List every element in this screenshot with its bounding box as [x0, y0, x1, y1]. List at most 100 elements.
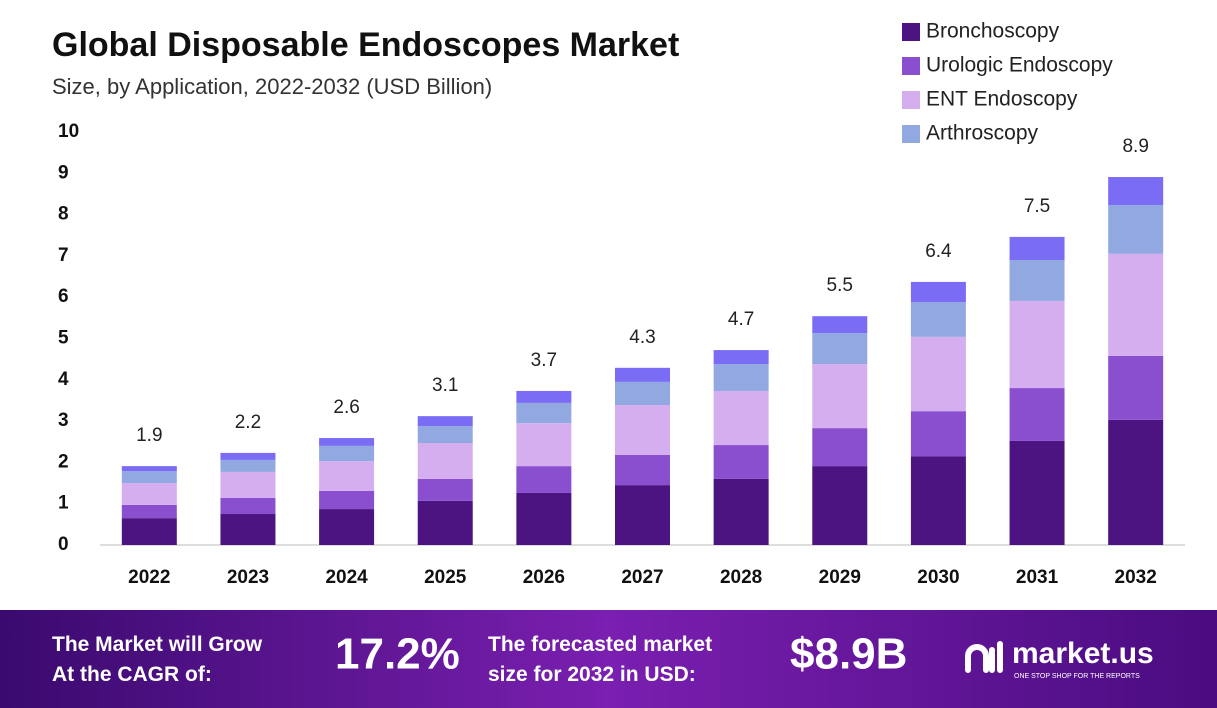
bar-segment — [1009, 260, 1065, 301]
bar-segment — [319, 445, 375, 462]
legend-label: Bronchoscopy — [926, 20, 1060, 43]
bar-segment — [1009, 388, 1065, 441]
legend-swatch — [902, 23, 920, 41]
footer-text: The forecasted market size for 2032 in U… — [488, 633, 718, 686]
bar-segment — [910, 281, 966, 303]
bar-segment — [417, 500, 473, 545]
bar-segment — [516, 492, 572, 545]
cagr-value: 17.2% — [335, 630, 460, 679]
bar-segment — [812, 466, 868, 545]
bar-segment — [516, 423, 572, 467]
bar-segment — [516, 466, 572, 493]
x-tick-label: 2027 — [621, 567, 663, 588]
bar-segment — [319, 490, 375, 510]
bar-segment — [713, 364, 769, 391]
bar-segment — [615, 454, 670, 486]
bar-segment — [812, 316, 868, 334]
bar-segment — [615, 404, 670, 455]
y-tick-label: 0 — [58, 534, 69, 555]
tagline: ONE STOP SHOP FOR THE REPORTS — [1014, 673, 1140, 680]
bar-segment — [812, 364, 868, 429]
y-tick-label: 3 — [58, 410, 69, 431]
footer-text: The Market will Grow At the CAGR of: — [52, 633, 268, 686]
legend-swatch — [902, 125, 920, 143]
x-tick-label: 2022 — [128, 567, 170, 588]
chart-subtitle: Size, by Application, 2022-2032 (USD Bil… — [52, 74, 492, 99]
legend-swatch — [902, 91, 920, 109]
bar-segment — [417, 416, 473, 427]
y-tick-label: 1 — [58, 493, 69, 514]
bar-segment — [319, 438, 375, 446]
bar-segment — [1108, 419, 1164, 545]
legend-label: ENT Endoscopy — [926, 88, 1078, 111]
footer-band — [0, 610, 1217, 708]
bar-segment — [121, 518, 177, 545]
y-tick-label: 10 — [58, 121, 79, 142]
bar-segment — [1009, 300, 1065, 389]
bar-segment — [121, 471, 177, 484]
bar-segment — [220, 459, 276, 472]
bar-segment — [220, 471, 276, 498]
x-tick-label: 2023 — [227, 567, 269, 588]
total-label: 8.9 — [1122, 136, 1148, 157]
bar-segment — [1108, 253, 1164, 356]
total-label: 5.5 — [827, 275, 853, 296]
bar-segment — [615, 381, 670, 405]
bar-segment — [121, 483, 177, 505]
bar-segment — [910, 336, 966, 412]
forecast-value: $8.9B — [790, 630, 907, 679]
legend-label: Arthroscopy — [926, 122, 1039, 145]
y-tick-label: 5 — [58, 328, 69, 349]
y-tick-label: 7 — [58, 245, 69, 266]
total-label: 4.7 — [728, 309, 754, 330]
total-label: 2.6 — [333, 397, 359, 418]
y-tick-label: 4 — [58, 369, 69, 390]
bar-segment — [417, 426, 473, 443]
bar-segment — [615, 485, 670, 545]
bar-segment — [1108, 205, 1164, 254]
total-label: 3.7 — [531, 350, 557, 371]
bar-segment — [1009, 440, 1065, 545]
x-tick-label: 2030 — [917, 567, 959, 588]
bar-segment — [713, 478, 769, 545]
x-tick-label: 2025 — [424, 567, 467, 588]
total-label: 1.9 — [136, 425, 162, 446]
bar-segment — [516, 390, 572, 403]
total-label: 2.2 — [235, 412, 261, 433]
x-tick-label: 2029 — [819, 567, 861, 588]
bar-segment — [121, 466, 177, 472]
bar-segment — [910, 411, 966, 457]
bar-segment — [713, 445, 769, 479]
x-tick-label: 2026 — [523, 567, 565, 588]
bar-segment — [615, 367, 670, 382]
y-tick-label: 2 — [58, 451, 69, 472]
bar-segment — [713, 390, 769, 446]
x-tick-label: 2024 — [325, 567, 368, 588]
bar-segment — [417, 478, 473, 501]
bar-segment — [1108, 355, 1164, 420]
bar-segment — [1108, 177, 1164, 206]
bar-segment — [910, 456, 966, 545]
logo-icon — [965, 641, 1003, 673]
total-label: 7.5 — [1024, 196, 1050, 217]
x-tick-label: 2028 — [720, 567, 762, 588]
total-label: 6.4 — [925, 241, 952, 262]
bar-segment — [812, 428, 868, 467]
bar-segment — [319, 509, 375, 545]
legend-swatch — [902, 57, 920, 75]
bar-segment — [516, 402, 572, 424]
y-tick-label: 9 — [58, 162, 69, 183]
x-tick-label: 2031 — [1016, 567, 1059, 588]
bar-segment — [713, 350, 769, 365]
bar-segment — [121, 504, 177, 519]
bar-segment — [812, 333, 868, 365]
chart-title: Global Disposable Endoscopes Market — [52, 26, 679, 64]
x-tick-label: 2032 — [1115, 567, 1157, 588]
y-tick-label: 6 — [58, 286, 69, 307]
bar-segment — [319, 461, 375, 491]
total-label: 3.1 — [432, 375, 458, 396]
bar-segment — [417, 442, 473, 479]
bar-segment — [910, 302, 966, 337]
